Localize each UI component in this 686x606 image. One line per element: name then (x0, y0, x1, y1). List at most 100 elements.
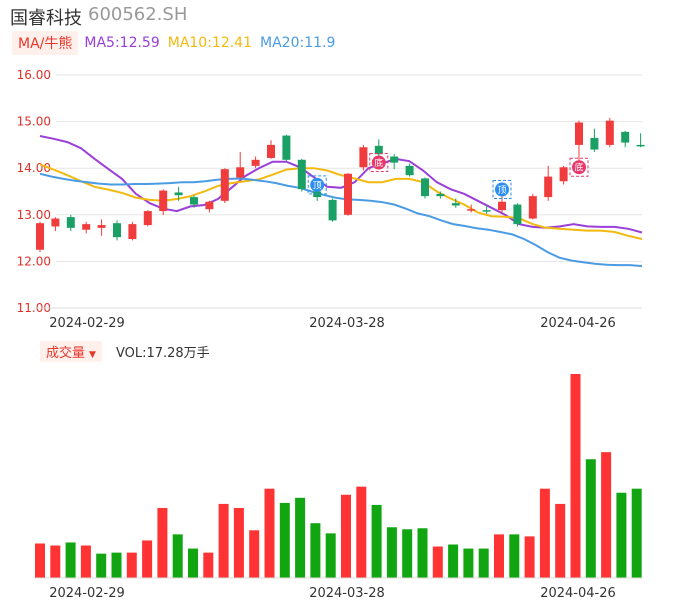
ma5-label: MA5:12.59 (84, 35, 160, 51)
signal-frame (307, 175, 327, 195)
candle-body (236, 167, 245, 178)
volume-bar (233, 507, 244, 578)
ma-legend: MA/牛熊 MA5:12.59 MA10:12.41 MA20:11.9 (12, 31, 343, 55)
volume-bar (432, 546, 443, 578)
volume-indicator-dropdown[interactable]: 成交量 ▼ (40, 340, 102, 362)
volume-bar (35, 543, 45, 578)
volume-bar (264, 488, 275, 578)
candle-body (205, 201, 214, 210)
stock-code: 600562.SH (88, 4, 188, 25)
candle-body (421, 178, 429, 197)
x-tick-label: 2024-03-28 (309, 316, 385, 331)
volume-bar (50, 545, 61, 578)
candle-body (328, 199, 337, 221)
candle-body (66, 217, 75, 228)
volume-bar (80, 545, 91, 578)
candle-body (36, 223, 44, 250)
volume-bar (310, 523, 321, 578)
candle-body (297, 159, 306, 190)
y-tick-label: 15.00 (17, 115, 51, 129)
x-tick-label: 2024-02-29 (49, 586, 125, 601)
volume-bar (539, 488, 550, 578)
volume-bar (188, 548, 198, 578)
candle-body (51, 218, 60, 227)
top-signal-icon (310, 177, 325, 192)
volume-bar (218, 503, 229, 578)
y-tick-label: 13.00 (17, 208, 51, 222)
volume-bar (585, 459, 596, 578)
signal-frame (569, 157, 589, 177)
y-tick-label: 11.00 (17, 301, 51, 315)
volume-bar (386, 527, 397, 578)
volume-bar (494, 534, 504, 578)
candle-body (544, 176, 553, 198)
candle-body (636, 144, 645, 147)
x-tick-label: 2024-04-26 (540, 586, 616, 601)
volume-bar (325, 533, 336, 578)
volume-bar (417, 528, 428, 578)
candle-body (498, 201, 506, 211)
volume-bar (249, 530, 260, 578)
volume-bar (371, 504, 382, 578)
volume-bar (111, 552, 122, 578)
volume-bar (142, 540, 153, 578)
signal-label: 底 (374, 157, 383, 169)
candle-body (344, 173, 352, 215)
candle-body (528, 196, 537, 219)
candle-body (159, 190, 168, 212)
volume-bar (448, 544, 459, 578)
candle-body (467, 209, 476, 211)
candle-body (220, 169, 229, 201)
ma-toggle-button[interactable]: MA/牛熊 (12, 31, 79, 55)
candle-body (451, 203, 460, 206)
caret-down-icon: ▼ (89, 349, 96, 360)
candle-body (128, 224, 137, 240)
volume-bar (601, 452, 612, 578)
candle-body (559, 167, 568, 182)
ma-line-ma10 (39, 163, 643, 240)
volume-bar (279, 502, 290, 578)
volume-bar (509, 534, 520, 578)
volume-bar (203, 552, 214, 578)
candle-body (513, 204, 522, 225)
candle-body (251, 159, 260, 166)
volume-indicator-label: 成交量 (46, 345, 86, 361)
signal-frame (492, 180, 512, 199)
y-tick-label: 12.00 (17, 254, 51, 268)
volume-bar (172, 534, 183, 578)
volume-bar (295, 497, 306, 578)
volume-value: VOL:17.28万手 (115, 345, 210, 361)
candle-body (405, 165, 414, 176)
volume-bar (126, 552, 137, 578)
volume-bar (555, 503, 566, 578)
x-tick-label: 2024-02-29 (49, 316, 125, 331)
signal-label: 顶 (313, 180, 322, 191)
candle-body (267, 144, 275, 158)
volume-bar (341, 494, 351, 578)
candle-body (605, 120, 614, 145)
candle-body (359, 147, 368, 168)
candle-body (97, 225, 106, 228)
x-tick-label: 2024-03-28 (309, 586, 385, 601)
top-signal-icon (495, 182, 509, 197)
bottom-signal-icon (371, 155, 386, 170)
candle-body (143, 211, 152, 226)
candle-body (436, 193, 445, 197)
ma20-label: MA20:11.9 (260, 35, 336, 51)
candle-body (190, 197, 198, 205)
candle-body (575, 122, 583, 145)
candle-body (482, 210, 491, 212)
volume-bar (157, 507, 168, 578)
volume-bar (570, 374, 581, 578)
volume-bar (631, 488, 642, 578)
x-tick-label: 2024-04-26 (540, 316, 616, 331)
signal-label: 底 (574, 162, 583, 174)
ma-line-ma20 (39, 172, 643, 268)
signal-frame (369, 153, 389, 173)
candle-body (390, 156, 399, 163)
candle-body (374, 145, 383, 155)
volume-bar (65, 542, 76, 578)
volume-bar (524, 536, 535, 578)
volume-bar (463, 548, 474, 578)
